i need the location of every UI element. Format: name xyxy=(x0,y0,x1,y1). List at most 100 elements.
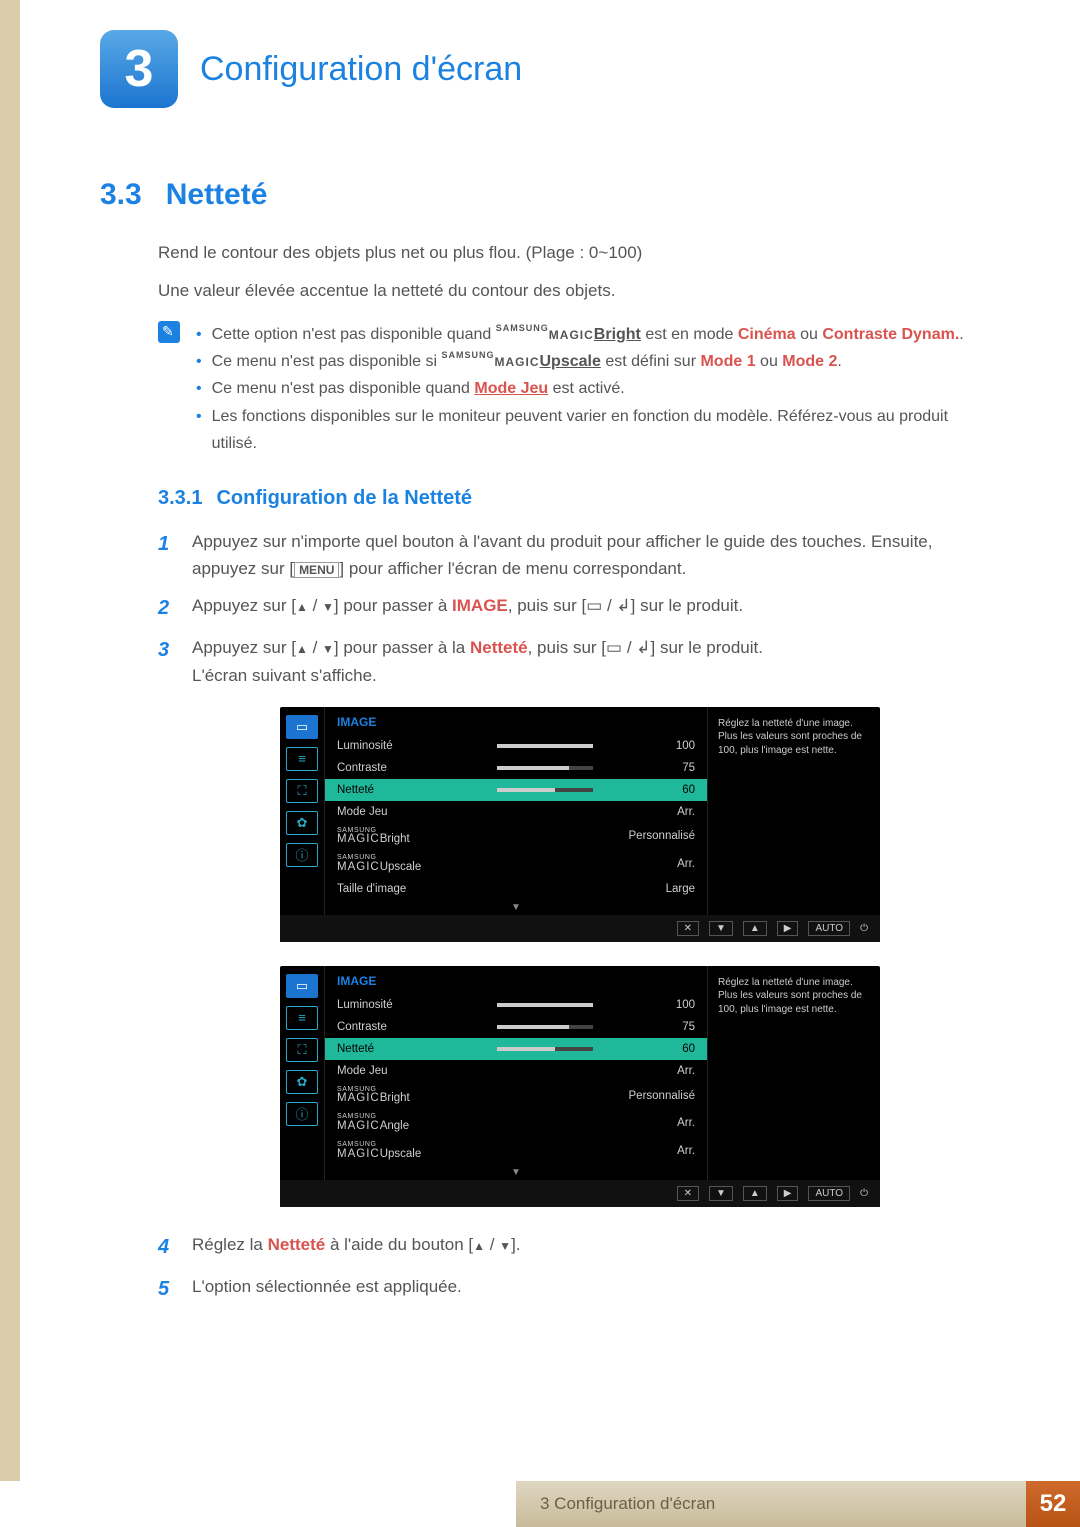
step-text: L'option sélectionnée est appliquée. xyxy=(192,1273,462,1305)
rect-icon: ▭ xyxy=(606,638,622,657)
osd-side-icon: ⛶ xyxy=(286,1038,318,1062)
chapter-number-badge: 3 xyxy=(100,30,178,108)
chapter-title: Configuration d'écran xyxy=(200,50,522,89)
osd-footer-key: ✕ xyxy=(677,1186,699,1201)
osd-value: Large xyxy=(603,883,695,895)
osd-label: Contraste xyxy=(337,762,487,774)
step-text: Réglez la xyxy=(192,1235,268,1254)
menu-key-icon: MENU xyxy=(294,562,339,578)
osd-value: Arr. xyxy=(603,1145,695,1157)
osd-footer-key: ▼ xyxy=(709,1186,733,1201)
osd-footer-auto: AUTO xyxy=(808,921,850,936)
osd-category: IMAGE xyxy=(325,966,707,994)
note-icon xyxy=(158,321,180,343)
note-item: • Ce menu n'est pas disponible quand Mod… xyxy=(196,375,980,402)
osd-footer-power-icon: ⏻ xyxy=(860,1188,868,1199)
osd-footer-auto: AUTO xyxy=(808,1186,850,1201)
osd-footer-power-icon: ⏻ xyxy=(860,923,868,934)
page-footer: 3 Configuration d'écran 52 xyxy=(0,1481,1080,1527)
footer-text: 3 Configuration d'écran xyxy=(540,1494,1026,1514)
left-gutter xyxy=(0,0,20,1527)
step-text: à l'aide du bouton [ xyxy=(325,1235,473,1254)
osd-row: Contraste 75 xyxy=(325,1016,707,1038)
osd-panel-1: ▭≡⛶✿ⓘ IMAGE Luminosité 100 Contraste 75 … xyxy=(280,707,880,942)
osd-slider xyxy=(497,744,593,748)
osd-label: Luminosité xyxy=(337,740,487,752)
magic-prefix: SAMSUNG xyxy=(496,323,549,333)
osd-label: SAMSUNGMAGICUpscale xyxy=(337,1142,487,1160)
osd-panel-2: ▭≡⛶✿ⓘ IMAGE Luminosité 100 Contraste 75 … xyxy=(280,966,880,1207)
step-text: ] pour passer à xyxy=(334,596,452,615)
osd-value: 100 xyxy=(603,740,695,752)
step: 2 Appuyez sur [▲ / ▼] pour passer à IMAG… xyxy=(158,592,980,624)
osd-label: Mode Jeu xyxy=(337,806,487,818)
osd-side-icon: ⓘ xyxy=(286,1102,318,1126)
step-number: 5 xyxy=(158,1273,176,1305)
note-text: est activé. xyxy=(553,380,625,397)
enter-icon: ↲ xyxy=(636,638,650,657)
osd-label: SAMSUNGMAGICBright xyxy=(337,828,487,846)
osd-footer-key: ▼ xyxy=(709,921,733,936)
step-text: ] sur le produit. xyxy=(651,638,763,657)
osd-value: Personnalisé xyxy=(603,830,695,842)
magic-prefix: SAMSUNG xyxy=(441,350,494,360)
note-item: • Les fonctions disponibles sur le monit… xyxy=(196,403,980,457)
osd-value: Arr. xyxy=(603,858,695,870)
note-text: Cette option n'est pas disponible quand xyxy=(212,326,496,343)
accent-modejeu: Mode Jeu xyxy=(474,380,548,397)
osd-label: SAMSUNGMAGICUpscale xyxy=(337,855,487,873)
step: 5 L'option sélectionnée est appliquée. xyxy=(158,1273,980,1305)
page: 3 Configuration d'écran 3.3 Netteté Rend… xyxy=(0,0,1080,1527)
osd-slider xyxy=(497,766,593,770)
osd-footer-key: ✕ xyxy=(677,921,699,936)
osd-value: Arr. xyxy=(603,1065,695,1077)
step-text: , puis sur [ xyxy=(528,638,606,657)
step-number: 3 xyxy=(158,634,176,688)
osd-value: Personnalisé xyxy=(603,1090,695,1102)
magic-word: MAGIC xyxy=(494,355,539,369)
osd-row: Luminosité 100 xyxy=(325,735,707,757)
step-text: ] pour afficher l'écran de menu correspo… xyxy=(339,559,686,578)
osd-footer-key: ▶ xyxy=(777,1186,799,1201)
magic-word: MAGIC xyxy=(549,328,594,342)
osd-side-icon: ≡ xyxy=(286,1006,318,1030)
step-text: ] pour passer à la xyxy=(334,638,470,657)
note-text: Les fonctions disponibles sur le moniteu… xyxy=(212,403,980,457)
footer-page-number: 52 xyxy=(1026,1481,1080,1527)
note-text: ou xyxy=(800,326,822,343)
osd-slider xyxy=(497,1025,593,1029)
step: 1 Appuyez sur n'importe quel bouton à l'… xyxy=(158,528,980,582)
osd-row: Mode Jeu Arr. xyxy=(325,801,707,823)
step: 3 Appuyez sur [▲ / ▼] pour passer à la N… xyxy=(158,634,980,688)
osd-tooltip: Réglez la netteté d'une image. Plus les … xyxy=(707,966,880,1180)
step-text: , puis sur [ xyxy=(508,596,586,615)
down-arrow-icon: ▼ xyxy=(499,1239,511,1253)
osd-side-icon: ⓘ xyxy=(286,843,318,867)
intro-line-2: Une valeur élevée accentue la netteté du… xyxy=(158,278,980,304)
osd-row: SAMSUNGMAGICUpscale Arr. xyxy=(325,1137,707,1165)
note-text: ou xyxy=(760,353,782,370)
step-text: Appuyez sur [ xyxy=(192,638,296,657)
osd-side-icon: ▭ xyxy=(286,974,318,998)
osd-slider xyxy=(497,1003,593,1007)
osd-label: Netteté xyxy=(337,784,487,796)
osd-footer: ✕▼▲▶ AUTO ⏻ xyxy=(280,1180,880,1207)
osd-side-icon: ✿ xyxy=(286,1070,318,1094)
osd-row: Mode Jeu Arr. xyxy=(325,1060,707,1082)
footer-bar: 3 Configuration d'écran 52 xyxy=(516,1481,1080,1527)
osd-value: 60 xyxy=(603,784,695,796)
osd-value: Arr. xyxy=(603,1117,695,1129)
osd-row: Contraste 75 xyxy=(325,757,707,779)
note-list: • Cette option n'est pas disponible quan… xyxy=(196,321,980,457)
osd-screenshots: ▭≡⛶✿ⓘ IMAGE Luminosité 100 Contraste 75 … xyxy=(280,707,980,1207)
magic-upscale: Upscale xyxy=(539,353,600,370)
up-arrow-icon: ▲ xyxy=(296,642,308,656)
note-text: est défini sur xyxy=(605,353,700,370)
accent-image: IMAGE xyxy=(452,596,508,615)
step-text: ]. xyxy=(511,1235,520,1254)
osd-value: 100 xyxy=(603,999,695,1011)
osd-value: Arr. xyxy=(603,806,695,818)
step-number: 1 xyxy=(158,528,176,582)
step-number: 4 xyxy=(158,1231,176,1263)
osd-label: Contraste xyxy=(337,1021,487,1033)
